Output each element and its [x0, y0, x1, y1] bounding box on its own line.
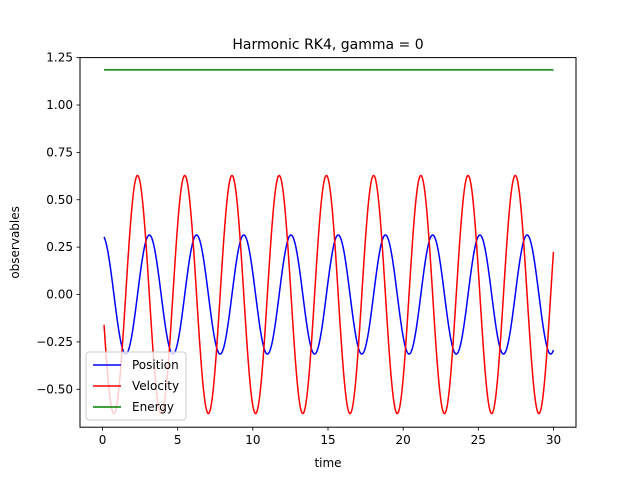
y-tick-label: 0.50: [46, 193, 73, 207]
x-tick-label: 30: [546, 433, 561, 447]
x-axis-label: time: [314, 456, 341, 470]
x-tick-label: 0: [99, 433, 107, 447]
x-tick-label: 10: [245, 433, 260, 447]
y-tick-label: 0.75: [46, 145, 73, 159]
x-axis-ticks: 0 5 10 15 20 25 30: [99, 427, 561, 447]
y-axis-ticks: −0.50 −0.25 0.00 0.25 0.50 0.75 1.00 1.25: [36, 51, 80, 396]
y-tick-label: 1.25: [46, 51, 73, 65]
legend-box: [85, 351, 187, 421]
series-layer: [103, 69, 555, 415]
plot-area: [79, 57, 577, 428]
x-tick-label: 25: [471, 433, 486, 447]
y-axis-label: observables: [8, 206, 22, 279]
chart-title: Harmonic RK4, gamma = 0: [232, 37, 423, 53]
legend-entry-energy: Energy: [93, 400, 174, 414]
x-tick-label: 20: [396, 433, 411, 447]
legend-label-velocity: Velocity: [132, 379, 179, 393]
legend-entry-position: Position: [93, 358, 179, 372]
x-tick-label: 15: [320, 433, 335, 447]
legend-label-energy: Energy: [132, 400, 174, 414]
y-tick-label: −0.50: [36, 382, 73, 396]
legend-entry-velocity: Velocity: [93, 379, 179, 393]
y-tick-label: −0.25: [36, 335, 73, 349]
series-line-velocity: [103, 174, 555, 415]
y-tick-label: 0.00: [46, 288, 73, 302]
legend-label-position: Position: [132, 358, 179, 372]
legend: Position Velocity Energy: [85, 351, 187, 421]
y-tick-label: 1.00: [46, 98, 73, 112]
y-tick-label: 0.25: [46, 240, 73, 254]
series-line-position: [103, 234, 555, 355]
x-tick-label: 5: [174, 433, 182, 447]
